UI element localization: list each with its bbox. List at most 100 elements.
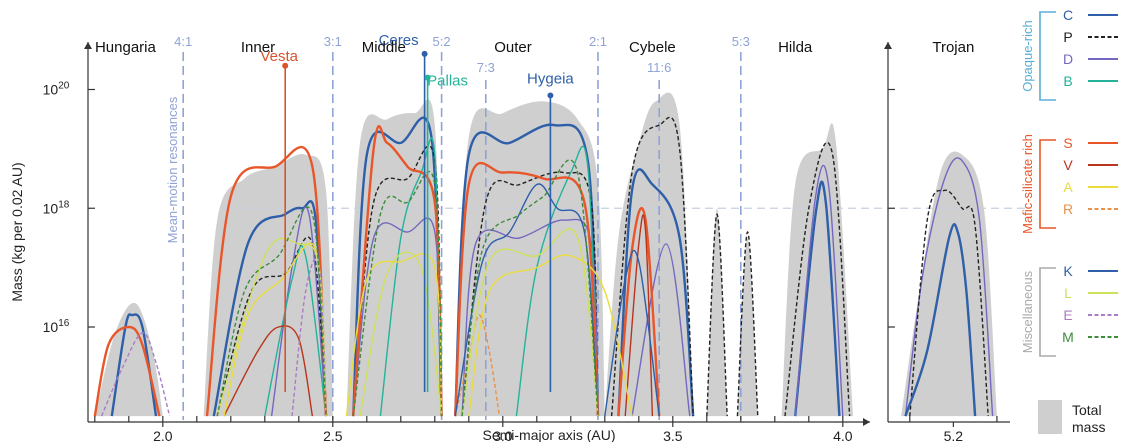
legend-key-d: D	[1063, 51, 1073, 67]
series-v-curve-main-0	[223, 325, 314, 417]
total-mass-area-main-0	[94, 302, 163, 417]
x-tick-label-0: 2.0	[153, 428, 173, 442]
total-mass-area-main-2	[203, 154, 333, 417]
legend-key-l: L	[1064, 285, 1072, 301]
labels-layer: 4:1 3:1 5:2 7:3 2:1 11:6 5:3 Mean-motion resona…	[9, 32, 974, 444]
series-b-curve-main-0	[264, 245, 327, 417]
total-mass-area-main-13	[781, 123, 853, 417]
series-s-curve-main-8	[617, 206, 661, 417]
series-c-curve-trojan-0	[904, 222, 977, 417]
y-tick-label-0: 1016	[43, 318, 70, 335]
resonance-label-0: 4:1	[174, 34, 192, 49]
region-label-hilda: Hilda	[778, 39, 813, 56]
series-s-curve-main-2	[205, 146, 328, 417]
resonance-label-1: 3:1	[324, 34, 342, 49]
series-s-curve-main-6	[454, 161, 600, 417]
legend-total-mass-swatch	[1038, 400, 1062, 434]
total-mass-area-main-9	[706, 208, 728, 417]
body-label-hygeia: Hygeia	[527, 70, 574, 87]
series-p-curve-trojan-0	[909, 189, 989, 417]
legend-bracket-2	[1039, 267, 1056, 357]
series-e-curve-main-0	[100, 332, 171, 417]
legend-key-c: C	[1063, 7, 1073, 23]
legend-key-a: A	[1063, 179, 1073, 195]
legend-key-p: P	[1063, 29, 1072, 45]
body-label-vesta: Vesta	[260, 48, 298, 65]
series-c-curve-main-8	[617, 168, 695, 417]
body-dot-pallas	[424, 74, 431, 81]
axes-layer	[84, 42, 1010, 427]
x-tick-label-4: 4.0	[833, 428, 853, 442]
series-c-curve-main-6	[454, 123, 600, 417]
legend-total-mass-label-1: Total	[1072, 402, 1102, 418]
legend-bracket-0	[1039, 11, 1056, 101]
x-tick-label-2: 3.0	[493, 428, 513, 442]
y-tick-label-1: 1018	[43, 199, 70, 216]
legend-group-label-1: Mafic-silicate rich	[1020, 134, 1035, 234]
series-p-curve-main-8	[706, 213, 728, 417]
series-d-curve-main-8	[794, 164, 844, 417]
resonance-label-4: 2:1	[589, 34, 607, 49]
x-tick-label-1: 2.5	[323, 428, 343, 442]
series-c-curve-main-0	[110, 313, 158, 417]
legend-key-m: M	[1062, 329, 1074, 345]
resonance-label-3: 7:3	[477, 60, 495, 75]
series-r-curve-main-0	[454, 314, 501, 417]
y-axis-arrow-trojan	[884, 42, 892, 49]
legend-key-s: S	[1063, 135, 1072, 151]
series-e-curve-main-2	[291, 258, 327, 417]
region-label-middle: Middle	[362, 39, 406, 56]
series-p-curve-main-10	[736, 231, 759, 417]
series-d-curve-main-6	[631, 243, 691, 417]
y-axis-arrow-main	[84, 42, 92, 49]
legend-group-label-0: Opaque-rich	[1020, 20, 1035, 92]
x-tick-label-3: 3.5	[663, 428, 683, 442]
x-axis-title: Semi-major axis (AU)	[482, 427, 615, 442]
region-label-inner: Inner	[241, 39, 275, 56]
region-label-hungaria: Hungaria	[95, 39, 157, 56]
x-tick-label-trojan: 5.2	[944, 428, 964, 442]
series-c-curve-main-10	[794, 180, 841, 417]
series-p-curve-main-4	[461, 171, 599, 417]
x-axis-arrow-main	[863, 418, 870, 426]
series-l-curve-main-4	[461, 228, 599, 417]
series-b-curve-main-4	[515, 145, 599, 417]
region-label-outer: Outer	[494, 39, 532, 56]
series-d-curve-main-4	[461, 218, 599, 417]
total-mass-area-trojan-0	[901, 151, 997, 417]
body-label-ceres: Ceres	[379, 32, 419, 49]
series-m-curve-main-2	[352, 171, 443, 417]
resonance-layer	[182, 52, 742, 420]
body-label-pallas: Pallas	[427, 73, 468, 90]
legend-group-label-2: Miscellaneous	[1020, 270, 1035, 353]
legend-key-r: R	[1063, 201, 1073, 217]
resonance-label-2: 5:2	[433, 34, 451, 49]
series-p-curve-main-0	[216, 236, 327, 417]
series-layer	[93, 116, 994, 417]
resonance-label-5: 11:6	[647, 60, 671, 75]
total-mass-area-main-11	[737, 237, 758, 417]
region-label-cybele: Cybele	[629, 39, 676, 56]
resonance-caption: Mean-motion resonances	[165, 96, 180, 243]
region-label-trojan: Trojan	[932, 39, 974, 56]
legend-key-b: B	[1063, 73, 1072, 89]
resonance-label-6: 5:3	[732, 34, 750, 49]
series-d-curve-main-0	[270, 206, 327, 417]
y-axis-title: Mass (kg per 0.02 AU)	[9, 162, 25, 301]
legend-key-v: V	[1063, 157, 1073, 173]
body-dot-vesta	[282, 62, 289, 69]
named-bodies-layer	[282, 50, 554, 392]
series-k-curve-main-2	[604, 249, 660, 417]
body-dot-hygeia	[547, 92, 554, 99]
legend-total-mass-label-2: mass	[1072, 419, 1105, 435]
body-dot-ceres	[421, 50, 428, 57]
series-s-curve-main-0	[93, 325, 161, 417]
series-p-curve-main-12	[784, 141, 851, 417]
y-tick-label-2: 1020	[43, 81, 70, 98]
legend-bracket-1	[1039, 139, 1056, 229]
series-l-curve-main-2	[359, 251, 443, 417]
series-a-curve-main-4	[468, 254, 633, 417]
